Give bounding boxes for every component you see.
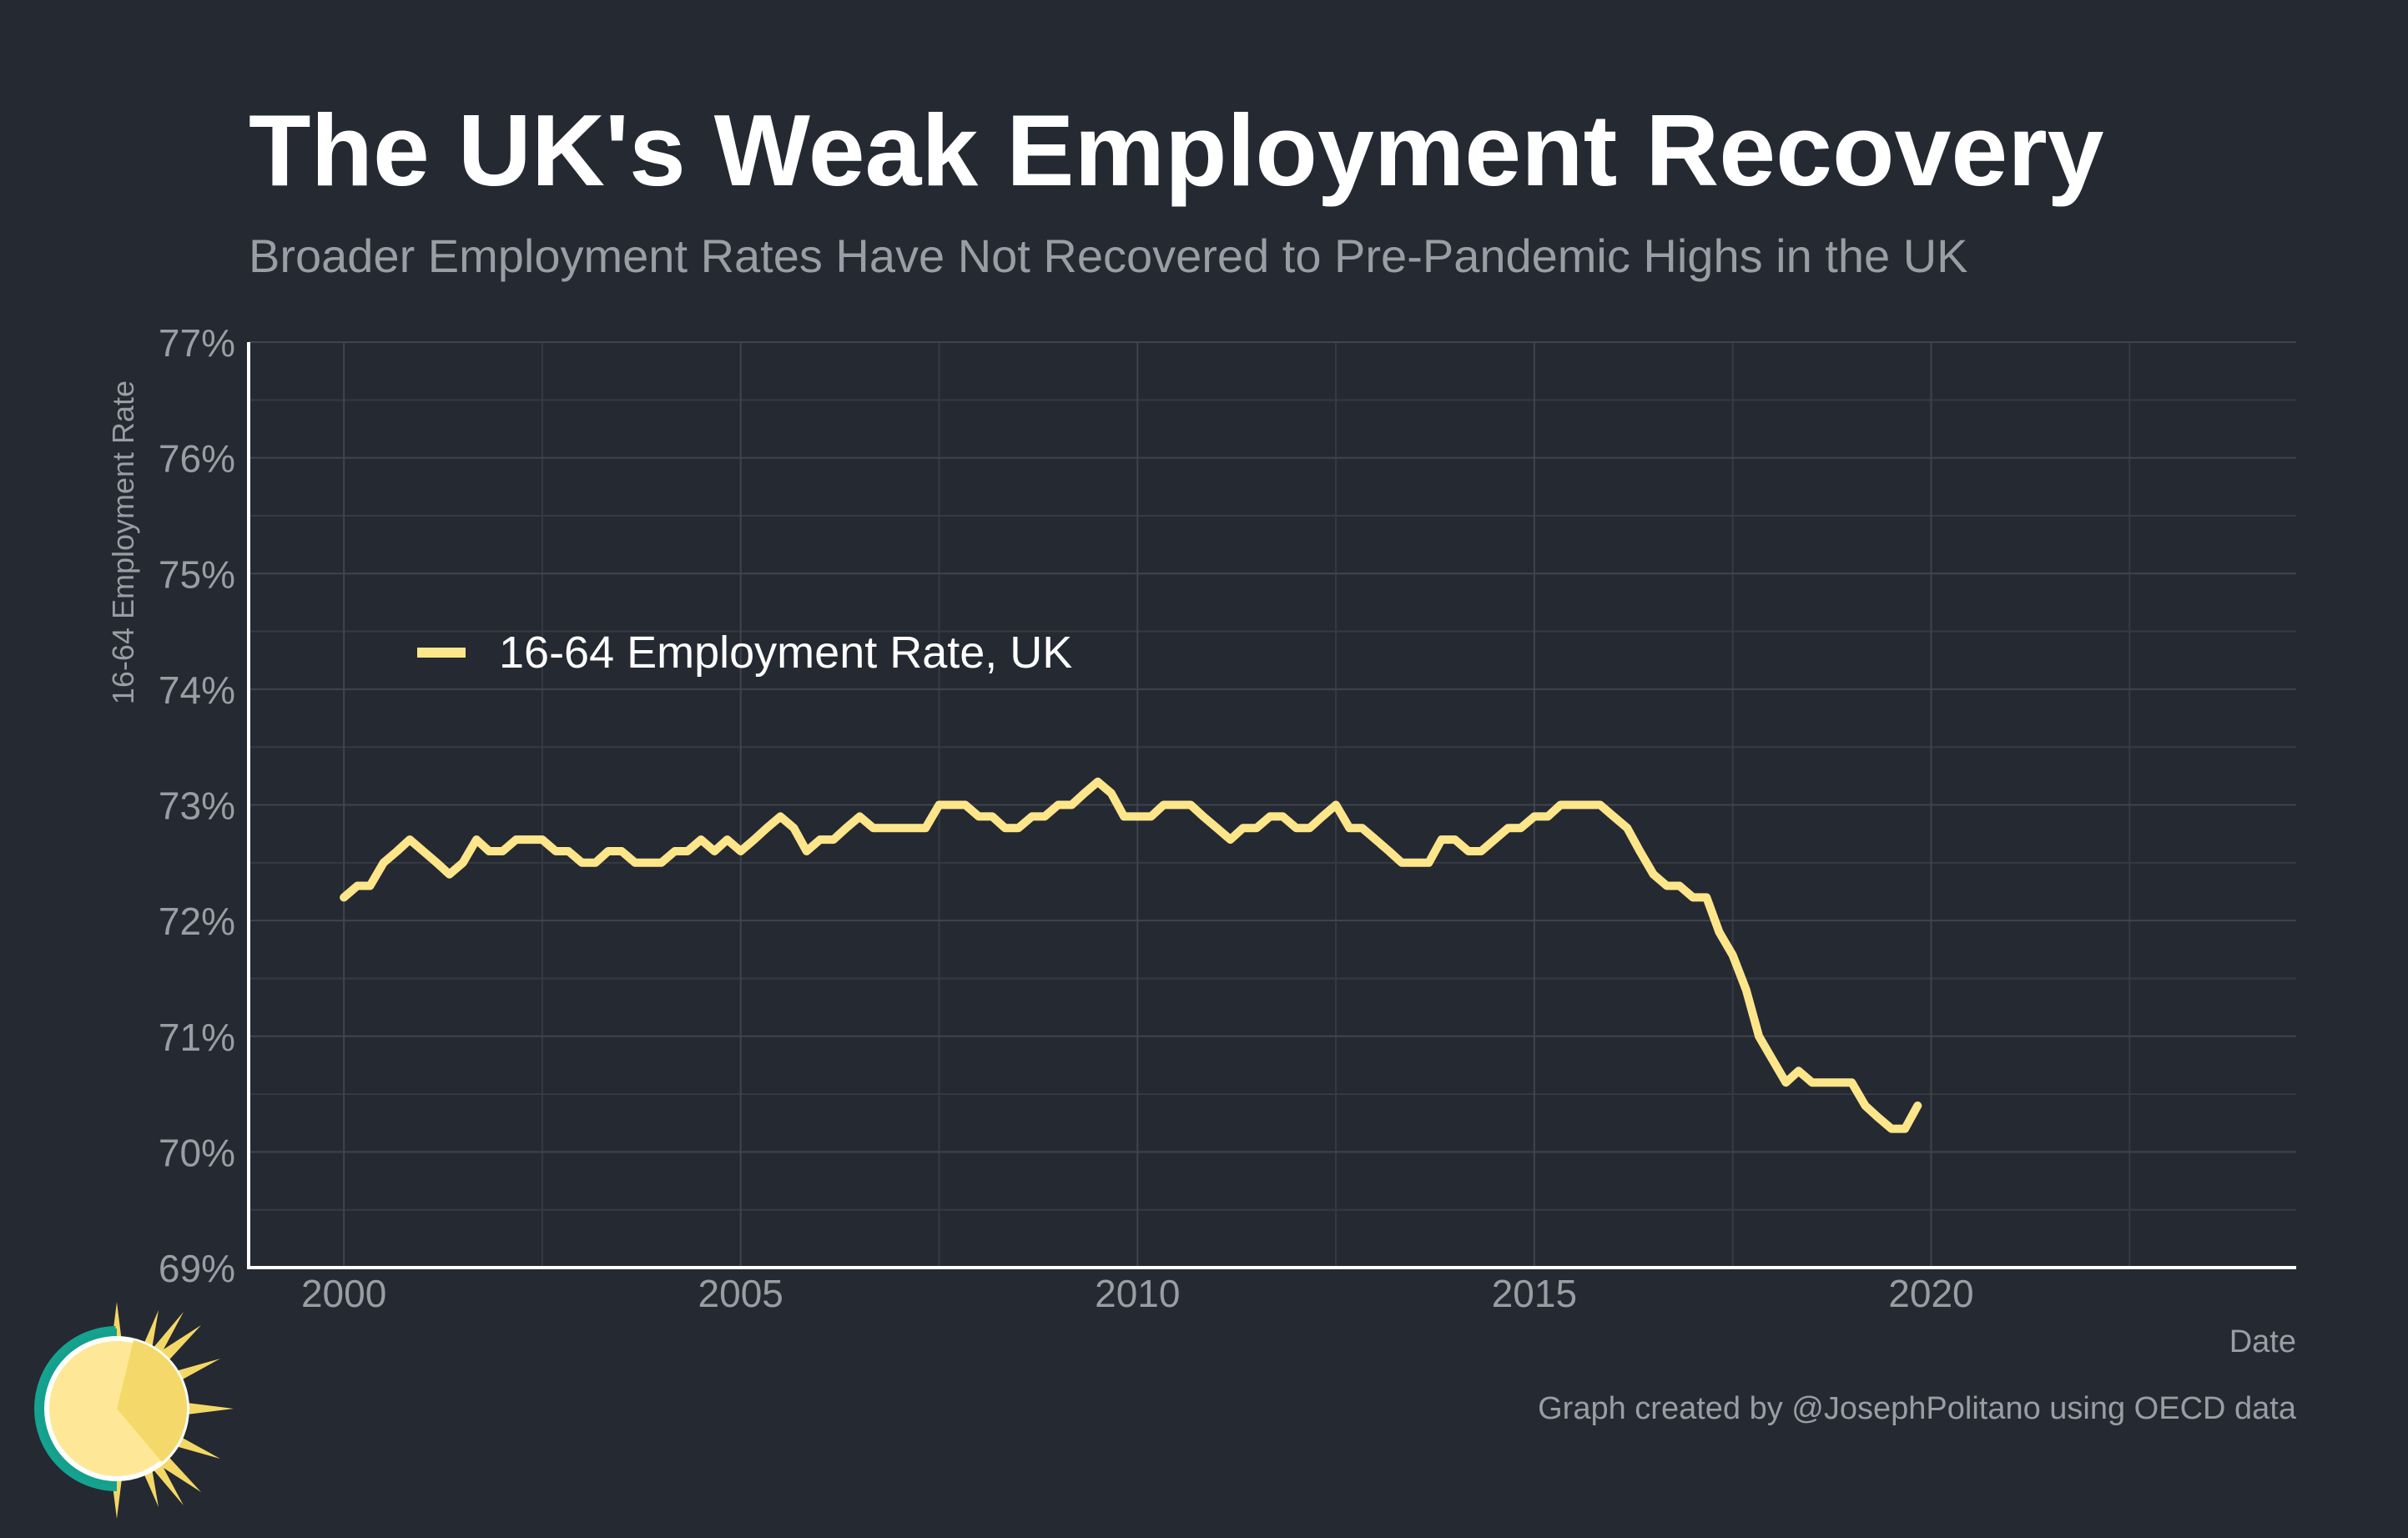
y-axis-ticks: 69% 70% 71% 72% 73% 74% 75% 76% 77% [159,321,235,1290]
y-tick-label: 70% [159,1131,235,1174]
chart-title: The UK's Weak Employment Recovery [249,93,2104,207]
x-tick-label: 2010 [1095,1272,1180,1315]
series-layer [340,777,1922,1133]
x-tick-label: 2005 [698,1272,783,1315]
chart-subtitle: Broader Employment Rates Have Not Recove… [249,229,1968,282]
grid-minor [249,342,2296,1268]
x-axis-ticks: 2000 2005 2010 2015 2020 [301,1272,1974,1315]
y-tick-label: 72% [159,900,235,943]
y-tick-label: 73% [159,784,235,828]
y-tick-label: 69% [159,1247,235,1290]
y-axis-title: 16-64 Employment Rate [106,381,140,704]
y-tick-label: 71% [159,1016,235,1059]
legend: 16-64 Employment Rate, UK [417,628,1072,678]
source-caption: Graph created by @JosephPolitano using O… [1538,1391,2297,1426]
x-axis-title: Date [2229,1324,2296,1359]
series-line [340,777,1922,1133]
x-tick-label: 2015 [1492,1272,1577,1315]
y-tick-label: 74% [159,668,235,712]
grid-major [249,341,2296,1268]
legend-label: 16-64 Employment Rate, UK [499,628,1072,678]
sun-logo [34,1302,234,1519]
x-tick-label: 2020 [1888,1272,1973,1315]
y-tick-label: 76% [159,437,235,481]
y-tick-label: 77% [159,321,235,365]
y-tick-label: 75% [159,552,235,596]
x-tick-label: 2000 [301,1272,386,1315]
